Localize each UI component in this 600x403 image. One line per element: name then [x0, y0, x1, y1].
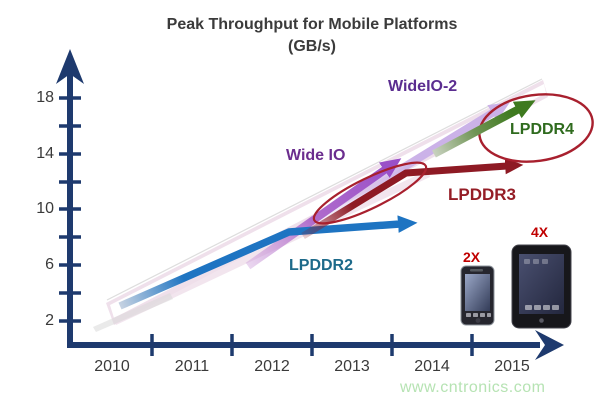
- watermark-text: www.cntronics.com: [400, 379, 546, 396]
- y-tick-label-10: 10: [36, 200, 54, 217]
- lpddr3-highlight-ellipse: [312, 161, 428, 225]
- y-tick-label-2: 2: [45, 312, 54, 329]
- lpddr2-arrow: [118, 215, 418, 310]
- lpddr4-highlight-ellipse: [478, 93, 594, 163]
- chart-title-line2: (GB/s): [288, 38, 336, 55]
- x-axis-arrowhead: [535, 330, 564, 360]
- smartphone-icon: [460, 265, 495, 326]
- y-axis-arrowhead: [56, 49, 84, 84]
- x-tick-label-2015: 2015: [494, 358, 530, 375]
- x-tick-label-2011: 2011: [174, 358, 210, 375]
- tablet-icon: [511, 244, 572, 329]
- x-tick-label-2012: 2012: [254, 358, 290, 375]
- x-tick-label-2014: 2014: [414, 358, 450, 375]
- x-axis: [67, 330, 564, 360]
- chart-title-line1: Peak Throughput for Mobile Platforms: [166, 16, 458, 33]
- lpddr3-arrow: [301, 157, 524, 239]
- wideio2-arrow: [313, 102, 510, 225]
- x-tick-label-2013: 2013: [334, 358, 370, 375]
- y-axis: [56, 49, 84, 348]
- y-tick-label-14: 14: [36, 145, 54, 162]
- lpddr4-label: LPDDR4: [510, 121, 575, 138]
- y-tick-label-6: 6: [45, 256, 54, 273]
- wideio-arrow: [245, 158, 402, 270]
- tablet-multiplier-label: 4X: [531, 224, 549, 240]
- x-tick-label-2010: 2010: [94, 358, 130, 375]
- wideio-label: Wide IO: [286, 147, 346, 164]
- lpddr4-arrow: [432, 100, 536, 158]
- lpddr2-label: LPDDR2: [289, 257, 354, 274]
- wideio2-label: WideIO-2: [388, 78, 458, 95]
- lpddr3-label: LPDDR3: [448, 185, 517, 204]
- phone-multiplier-label: 2X: [463, 249, 481, 265]
- y-tick-label-18: 18: [36, 89, 54, 106]
